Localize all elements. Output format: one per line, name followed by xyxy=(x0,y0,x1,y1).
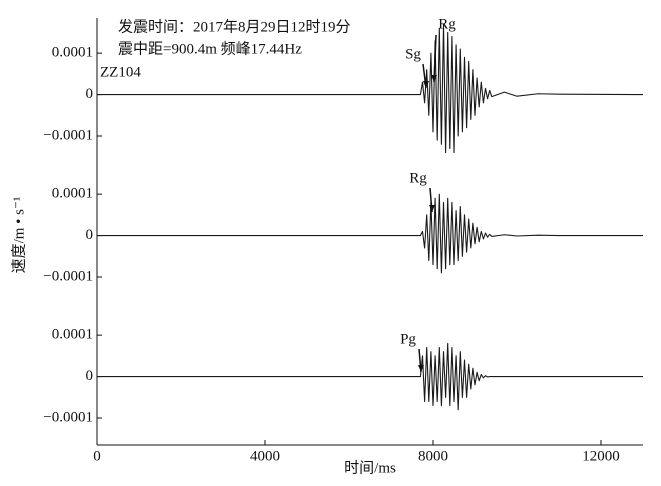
y-tick-label: 0 xyxy=(86,368,94,384)
phase-arrowhead xyxy=(418,365,424,372)
station-label: ZZ104 xyxy=(100,64,141,80)
phase-label: Rg xyxy=(409,170,427,186)
phase-arrowhead xyxy=(429,205,435,212)
y-tick-label: 0.0001 xyxy=(52,327,93,343)
waveform xyxy=(97,193,643,274)
y-tick-label: 0 xyxy=(86,86,94,102)
x-tick-label: 0 xyxy=(93,448,101,464)
x-axis-label: 时间/ms xyxy=(344,459,396,476)
chart-subtitle: 震中距=900.4m 频峰17.44Hz xyxy=(118,40,302,57)
phase-arrow xyxy=(433,34,437,83)
phase-label: Sg xyxy=(405,46,421,62)
y-tick-label: −0.0001 xyxy=(43,409,93,425)
phase-arrowhead xyxy=(423,81,429,88)
chart-title: 发震时间：2017年8月29日12时19分 xyxy=(118,18,351,35)
y-tick-label: −0.0001 xyxy=(43,127,93,143)
phase-arrowhead xyxy=(431,75,437,82)
y-tick-label: −0.0001 xyxy=(43,268,93,284)
y-axis-label: 速度/m • s⁻¹ xyxy=(10,197,27,274)
y-tick-label: 0 xyxy=(86,227,94,243)
y-tick-label: 0.0001 xyxy=(52,186,93,202)
phase-label: Rg xyxy=(438,16,456,32)
x-tick-label: 8000 xyxy=(418,448,448,464)
waveform xyxy=(97,342,643,411)
x-tick-label: 4000 xyxy=(250,448,280,464)
y-tick-label: 0.0001 xyxy=(52,45,93,61)
phase-label: Pg xyxy=(400,331,416,347)
x-tick-label: 12000 xyxy=(582,448,620,464)
waveform xyxy=(97,23,644,154)
